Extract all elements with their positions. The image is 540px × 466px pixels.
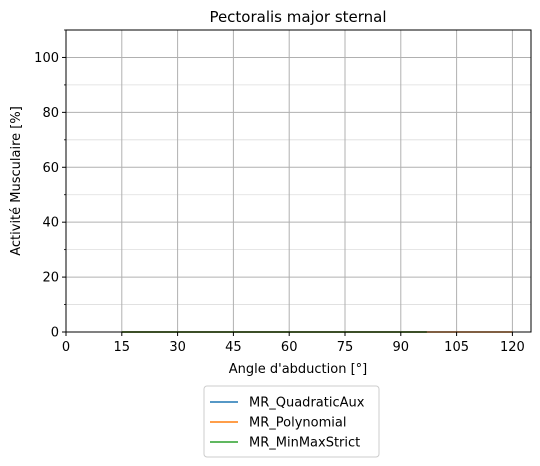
y-tick-label: 40: [42, 216, 59, 231]
y-axis-label: Activité Musculaire [%]: [9, 106, 24, 256]
legend-label-mr-quadraticaux: MR_QuadraticAux: [249, 396, 365, 411]
y-tick-label: 20: [42, 271, 59, 286]
x-tick-label: 90: [393, 340, 410, 355]
x-tick-label: 0: [62, 340, 70, 355]
x-axis-label: Angle d'abduction [°]: [229, 362, 368, 377]
legend: MR_QuadraticAux MR_Polynomial MR_MinMaxStr…: [203, 385, 380, 458]
legend-label-mr-polynomial: MR_Polynomial: [249, 416, 346, 431]
y-tick-label: 80: [42, 106, 59, 121]
y-tick-label: 100: [34, 51, 59, 66]
chart-title: Pectoralis major sternal: [209, 8, 386, 26]
tick-layer: 0 20 40 60 80 100 0 15 30 45 60 75 90 105 120: [34, 29, 525, 355]
y-tick-label: 0: [51, 326, 59, 341]
plot-frame: [65, 29, 532, 333]
x-tick-label: 30: [169, 340, 186, 355]
x-tick-label: 105: [444, 340, 469, 355]
x-tick-label: 60: [281, 340, 298, 355]
x-tick-label: 45: [225, 340, 242, 355]
legend-box: [203, 385, 380, 458]
grid-layer: [65, 29, 531, 333]
x-tick-label: 120: [500, 340, 525, 355]
legend-label-mr-minmaxstrict: MR_MinMaxStrict: [249, 436, 360, 451]
x-tick-label: 75: [337, 340, 354, 355]
x-tick-label: 15: [114, 340, 131, 355]
y-tick-label: 60: [42, 161, 59, 176]
